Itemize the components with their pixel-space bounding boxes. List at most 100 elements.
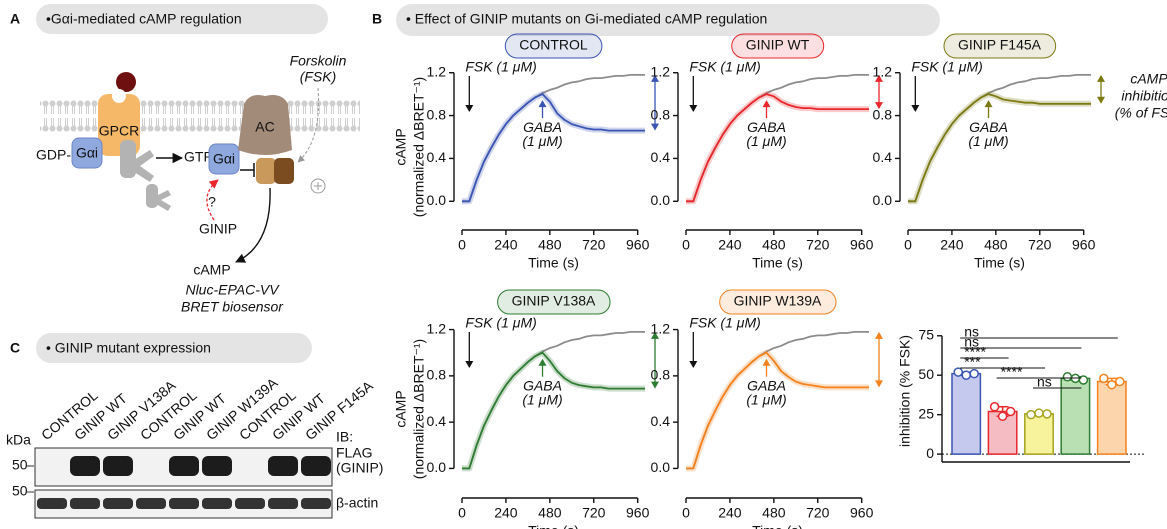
- arrowhead: [911, 105, 920, 112]
- data-point: [997, 411, 1008, 421]
- actin-band: [202, 498, 232, 509]
- y-tick-label: 0.0: [873, 192, 893, 208]
- g-gamma-free: [156, 190, 171, 211]
- x-tick-label: 720: [1028, 237, 1052, 253]
- panel-a: A •Gαi-mediated cAMP regulation GPCR Gαi…: [10, 4, 360, 315]
- arrowhead: [984, 100, 993, 108]
- arrowhead: [651, 74, 659, 82]
- x-tick-label: 480: [762, 505, 786, 521]
- ligand: [116, 72, 136, 92]
- error-band: [462, 349, 645, 472]
- stimulation-icon: [310, 178, 326, 194]
- y-axis-label: (normalized ΔBRET⁻¹): [411, 339, 427, 479]
- flag-band: [70, 456, 100, 476]
- arrowhead: [465, 361, 474, 368]
- chart-title: GINIP WT: [746, 37, 810, 53]
- annotation: FSK (1 μM): [689, 315, 760, 331]
- chart-title: GINIP F145A: [958, 37, 1042, 53]
- y-tick-label: 0: [926, 445, 934, 461]
- bar: [951, 372, 982, 455]
- y-axis-label: cAMP: [393, 390, 409, 427]
- panel-title: • GINIP mutant expression: [46, 340, 211, 356]
- stimulation-icon: [314, 182, 322, 190]
- data-line: [686, 93, 869, 203]
- annotation: (1 μM): [522, 133, 562, 149]
- ac-domain: [274, 158, 294, 184]
- y-tick-label: 1.2: [651, 320, 671, 336]
- title-pill: [731, 33, 825, 59]
- annotation: GABA: [523, 119, 562, 135]
- actin-band: [136, 498, 166, 509]
- data-point: [1107, 379, 1117, 390]
- y-tick-label: 0.8: [873, 106, 893, 122]
- actin-band: [70, 498, 100, 509]
- g-alpha-label: Gαi: [76, 145, 98, 161]
- arrowhead: [875, 380, 883, 388]
- ginip-arrow: [206, 179, 219, 221]
- error-band: [686, 349, 869, 472]
- x-tick-label: 0: [458, 237, 466, 253]
- title-pill: [504, 33, 603, 59]
- panel-b: B • Effect of GINIP mutants on Gi-mediat…: [372, 4, 940, 36]
- panel-letter: B: [372, 11, 382, 27]
- forskolin-label: Forskolin: [290, 53, 347, 69]
- flag-band: [202, 456, 232, 476]
- arrowhead: [875, 102, 883, 110]
- data-point: [1034, 408, 1044, 418]
- y-tick-label: 0.8: [427, 367, 447, 383]
- y-tick-label: 1.2: [873, 63, 893, 79]
- arrowhead: [689, 361, 698, 368]
- y-tick-label: 75: [918, 326, 934, 342]
- x-tick-label: 480: [538, 505, 562, 521]
- x-tick-label: 720: [582, 505, 606, 521]
- bar: [1096, 380, 1127, 455]
- y-tick-label: 1.2: [427, 320, 447, 336]
- annotation: GABA: [523, 377, 562, 393]
- data-line: [462, 93, 645, 203]
- panel-title: •Gαi-mediated cAMP regulation: [46, 11, 242, 27]
- g-alpha-active: [208, 143, 240, 175]
- actin-band: [169, 498, 199, 509]
- x-axis-label: Time (s): [752, 523, 803, 529]
- ac-label: AC: [255, 119, 274, 135]
- x-tick-label: 960: [626, 237, 650, 253]
- marker-label: 50: [12, 457, 28, 473]
- adenylyl-cyclase: [238, 95, 292, 155]
- ac-domain: [256, 158, 276, 184]
- data-line: [462, 351, 645, 470]
- y-tick-label: 0.0: [427, 459, 447, 475]
- x-tick-label: 0: [682, 237, 690, 253]
- arrowhead: [762, 100, 771, 108]
- data-point: [1005, 406, 1016, 417]
- data-point: [1099, 373, 1109, 384]
- membrane: [40, 100, 360, 132]
- gpcr-label: GPCR: [99, 123, 139, 139]
- g-beta-free: [146, 184, 158, 208]
- annotation: FSK (1 μM): [465, 315, 536, 331]
- data-point: [989, 402, 1000, 412]
- data-line: [908, 93, 1091, 203]
- y-axis-label: cAMP: [393, 128, 409, 165]
- y-tick-label: 0.4: [427, 413, 447, 429]
- arrowhead: [651, 381, 659, 389]
- y-tick-label: 50: [918, 366, 934, 382]
- note: cAMP: [1130, 71, 1167, 87]
- title-pill: [943, 33, 1057, 59]
- panel-title: • Effect of GINIP mutants on Gi-mediated…: [406, 11, 767, 27]
- comparison-label: ns: [964, 334, 979, 350]
- x-tick-label: 480: [984, 237, 1008, 253]
- annotation: (1 μM): [968, 133, 1008, 149]
- y-tick-label: 1.2: [427, 63, 447, 79]
- kda-label: kDa: [6, 432, 31, 448]
- y-axis-label: (normalized ΔBRET⁻¹): [411, 77, 427, 217]
- data-point: [1115, 376, 1125, 387]
- note: inhibition: [1121, 88, 1167, 104]
- x-tick-label: 960: [850, 505, 874, 521]
- g-alpha-label: Gαi: [213, 151, 235, 167]
- actin-band: [235, 498, 265, 509]
- title-pill: [719, 289, 837, 315]
- data-point: [1042, 409, 1052, 419]
- data-point: [1062, 372, 1073, 382]
- marker-label: 50: [12, 483, 28, 499]
- g-gamma: [134, 150, 154, 182]
